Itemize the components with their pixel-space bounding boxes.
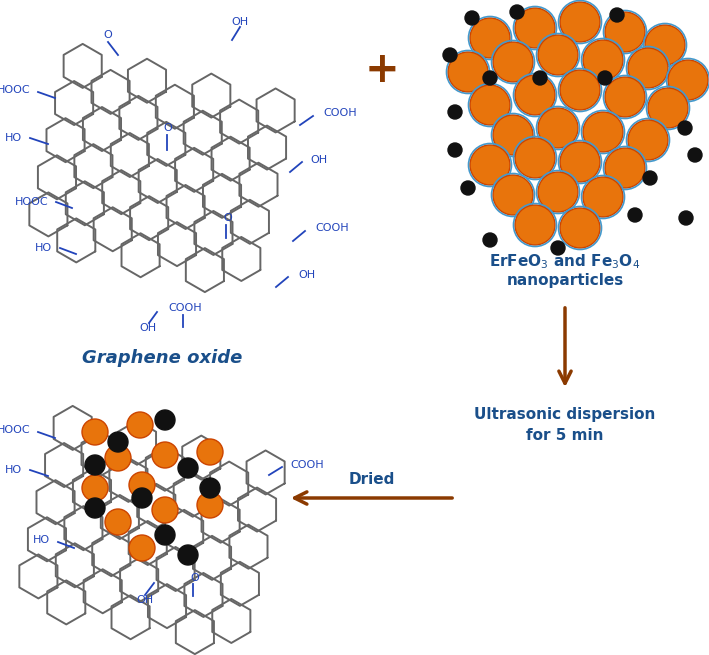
Circle shape: [493, 115, 533, 155]
Circle shape: [105, 445, 131, 471]
Circle shape: [560, 2, 600, 42]
Text: OH: OH: [298, 270, 315, 280]
Circle shape: [628, 120, 668, 160]
Circle shape: [448, 52, 488, 92]
Circle shape: [679, 211, 693, 225]
Circle shape: [645, 25, 685, 65]
Text: HO: HO: [35, 243, 52, 253]
Circle shape: [85, 455, 105, 475]
Text: COOH: COOH: [290, 460, 323, 470]
Circle shape: [605, 12, 645, 52]
Circle shape: [178, 458, 198, 478]
Text: HOOC: HOOC: [0, 85, 30, 95]
Circle shape: [538, 172, 578, 212]
Text: COOH: COOH: [315, 223, 349, 233]
Circle shape: [152, 497, 178, 523]
Circle shape: [108, 432, 128, 452]
Text: nanoparticles: nanoparticles: [506, 272, 624, 288]
Text: HOOC: HOOC: [0, 425, 30, 435]
Circle shape: [598, 71, 612, 85]
Circle shape: [178, 545, 198, 565]
Circle shape: [127, 412, 153, 438]
Text: ErFeO$_3$ and Fe$_3$O$_4$: ErFeO$_3$ and Fe$_3$O$_4$: [489, 253, 640, 271]
Circle shape: [583, 112, 623, 152]
Circle shape: [560, 70, 600, 110]
Circle shape: [493, 42, 533, 82]
Circle shape: [152, 442, 178, 468]
Circle shape: [515, 138, 555, 178]
Circle shape: [443, 48, 457, 62]
Circle shape: [515, 8, 555, 48]
Text: HO: HO: [5, 133, 22, 143]
Text: Ultrasonic dispersion: Ultrasonic dispersion: [474, 407, 656, 422]
Text: for 5 min: for 5 min: [526, 428, 604, 443]
Circle shape: [510, 5, 524, 19]
Circle shape: [129, 472, 155, 498]
Text: COOH: COOH: [168, 303, 202, 313]
Circle shape: [197, 492, 223, 518]
Text: OH: OH: [140, 323, 157, 333]
Circle shape: [551, 241, 565, 255]
Text: O: O: [164, 123, 172, 133]
Text: HO: HO: [5, 465, 22, 475]
Circle shape: [155, 525, 175, 545]
Circle shape: [648, 88, 688, 128]
Text: OH: OH: [310, 155, 327, 165]
Circle shape: [628, 48, 668, 88]
Circle shape: [533, 71, 547, 85]
Circle shape: [82, 475, 108, 501]
Circle shape: [448, 143, 462, 157]
Text: O: O: [104, 30, 112, 40]
Circle shape: [643, 171, 657, 185]
Circle shape: [605, 148, 645, 188]
Circle shape: [515, 75, 555, 115]
Text: HO: HO: [33, 535, 50, 545]
Text: OH: OH: [136, 595, 154, 605]
Circle shape: [560, 208, 600, 248]
Circle shape: [155, 410, 175, 430]
Circle shape: [197, 439, 223, 465]
Circle shape: [129, 535, 155, 561]
Circle shape: [483, 71, 497, 85]
Circle shape: [82, 419, 108, 445]
Circle shape: [605, 77, 645, 117]
Circle shape: [668, 60, 708, 100]
Circle shape: [493, 175, 533, 215]
Circle shape: [538, 35, 578, 75]
Circle shape: [465, 11, 479, 25]
Circle shape: [610, 8, 624, 22]
Circle shape: [470, 18, 510, 58]
Text: +: +: [364, 49, 399, 91]
Text: HOOC: HOOC: [14, 197, 48, 207]
Text: Dried: Dried: [349, 472, 395, 487]
Circle shape: [200, 478, 220, 498]
Circle shape: [470, 145, 510, 185]
Text: O: O: [223, 213, 233, 223]
Circle shape: [105, 509, 131, 535]
Text: Graphene oxide: Graphene oxide: [82, 349, 242, 367]
Text: O: O: [191, 573, 199, 583]
Circle shape: [483, 233, 497, 247]
Circle shape: [583, 177, 623, 217]
Circle shape: [515, 205, 555, 245]
Circle shape: [85, 498, 105, 518]
Circle shape: [448, 105, 462, 119]
Circle shape: [688, 148, 702, 162]
Circle shape: [538, 108, 578, 148]
Circle shape: [470, 85, 510, 125]
Circle shape: [461, 181, 475, 195]
Circle shape: [132, 488, 152, 508]
Circle shape: [560, 142, 600, 182]
Text: OH: OH: [231, 17, 249, 27]
Text: COOH: COOH: [323, 108, 357, 118]
Circle shape: [678, 121, 692, 135]
Circle shape: [583, 40, 623, 80]
Circle shape: [628, 208, 642, 222]
